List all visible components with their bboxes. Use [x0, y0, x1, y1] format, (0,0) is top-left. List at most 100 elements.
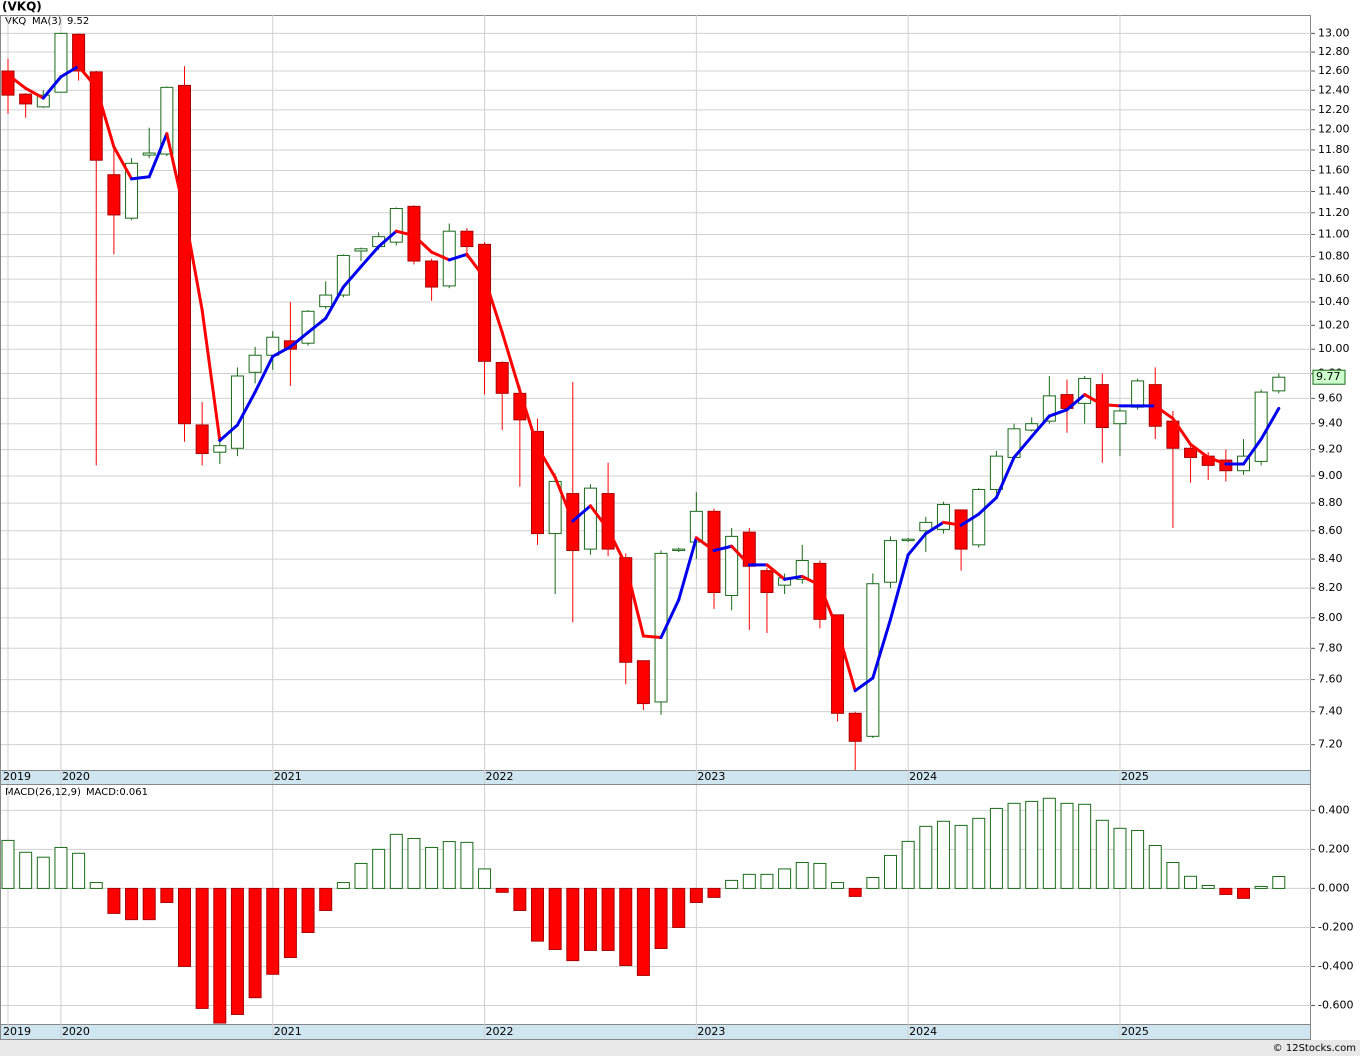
macd-bar: [989, 807, 1003, 889]
ma-segment: [394, 229, 416, 238]
candle-body: [354, 248, 368, 252]
macd-bar: [672, 887, 686, 928]
macd-bar: [1184, 875, 1198, 889]
macd-bar: [1095, 819, 1109, 889]
candle-body: [583, 487, 597, 550]
ma-segment: [800, 574, 822, 587]
ma-segment: [994, 455, 1016, 500]
candle-body: [548, 480, 562, 535]
legend-symbol: VKQ: [5, 16, 26, 27]
ma-segment: [430, 250, 451, 262]
macd-bar: [230, 887, 244, 1015]
macd-bar: [654, 887, 668, 950]
macd-bar: [742, 873, 756, 889]
macd-bar: [919, 825, 933, 889]
macd-bar: [848, 887, 862, 897]
macd-bar: [460, 841, 474, 889]
macd-bar: [778, 868, 792, 889]
footer: © 12Stocks.com: [1273, 1043, 1356, 1054]
macd-bar: [107, 887, 121, 914]
candle-body: [425, 260, 439, 288]
ma-segment: [553, 475, 575, 523]
ma-segment: [1065, 393, 1087, 412]
y-tick-label: 8.80: [1318, 496, 1343, 509]
y-tick-label: 8.40: [1318, 552, 1343, 565]
macd-bar: [548, 887, 562, 950]
candle-body: [619, 557, 633, 663]
ma-segment: [730, 544, 751, 567]
ma-segment: [889, 553, 910, 621]
macd-bar: [954, 824, 968, 889]
y-tick-label: 11.40: [1318, 184, 1350, 197]
y-tick-label: 8.20: [1318, 581, 1343, 594]
legend-ma: MA(3): [32, 16, 62, 27]
macd-bar: [336, 882, 350, 889]
candle-body: [531, 430, 544, 535]
ma-segment: [183, 211, 204, 312]
macd-bar: [354, 862, 368, 889]
macd-bar: [372, 848, 386, 889]
candle-body: [813, 562, 827, 620]
ma-segment: [94, 85, 116, 149]
macd-bar: [813, 862, 827, 889]
y-tick-label: -0.400: [1318, 959, 1353, 972]
ma-segment: [500, 330, 522, 393]
ma-segment: [24, 86, 45, 100]
y-tick-label: 8.00: [1318, 611, 1343, 624]
ma-segment: [165, 132, 186, 215]
y-tick-label: 9.40: [1318, 417, 1343, 430]
macd-bar: [1201, 884, 1215, 889]
macd-bar: [795, 861, 809, 889]
y-tick-label: 11.00: [1318, 227, 1350, 240]
ma-segment: [712, 544, 734, 553]
candle-body: [1272, 376, 1286, 392]
x-tick-label: 2025: [1121, 770, 1149, 783]
macd-bar: [1131, 829, 1145, 889]
ma-segment: [694, 536, 716, 553]
y-tick-label: 10.60: [1318, 272, 1350, 285]
ma-segment: [218, 423, 239, 442]
candle-body: [989, 455, 1003, 490]
y-tick-label: 0.400: [1318, 803, 1350, 816]
y-tick-label: 11.20: [1318, 206, 1350, 219]
ma-segment: [1100, 403, 1122, 408]
y-tick-label: -0.600: [1318, 998, 1353, 1011]
ma-segment: [465, 252, 487, 280]
candle-body: [1025, 423, 1039, 431]
macd-bar: [178, 887, 191, 967]
candle-body: [795, 560, 809, 580]
macd-bar: [972, 817, 986, 889]
macd-bar: [1060, 802, 1074, 889]
candle-body: [478, 243, 492, 362]
macd-bar: [513, 887, 527, 911]
macd-bar: [936, 820, 950, 889]
candle-body: [848, 712, 862, 742]
ma-segment: [783, 574, 804, 581]
macd-bar: [636, 887, 650, 976]
price-tag: [1312, 369, 1346, 385]
candle-body: [389, 207, 403, 243]
macd-bar: [142, 887, 156, 921]
candle-body: [1131, 380, 1145, 408]
ma-segment: [977, 496, 998, 516]
macd-bar: [36, 856, 50, 889]
ma-segment: [924, 520, 945, 536]
y-tick-label: 12.40: [1318, 83, 1350, 96]
macd-bar: [1166, 861, 1180, 889]
footer-bar: [0, 1040, 1360, 1056]
ma-segment: [1153, 404, 1175, 421]
ma-segment: [6, 73, 28, 90]
macd-bar: [583, 887, 597, 951]
y-tick-label: 8.60: [1318, 524, 1343, 537]
macd-bar: [1, 839, 15, 889]
macd-bar: [1078, 803, 1092, 889]
candle-body: [178, 84, 191, 425]
candle-body: [195, 424, 209, 455]
y-tick-label: 10.40: [1318, 295, 1350, 308]
macd-bar: [442, 841, 456, 889]
ma-segment: [1259, 406, 1281, 441]
ma-segment: [588, 504, 610, 531]
ma-segment: [147, 132, 169, 179]
candle-body: [636, 660, 650, 705]
candle-body: [213, 445, 227, 453]
